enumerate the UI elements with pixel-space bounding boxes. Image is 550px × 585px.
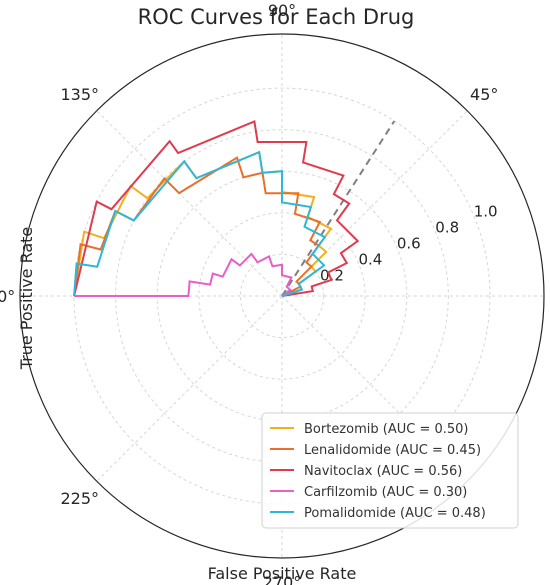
radial-tick-labels: 0.2 0.4 0.6 0.8 1.0	[320, 203, 498, 285]
angle-tick-label: 225°	[60, 489, 99, 508]
angle-tick-label: 45°	[470, 85, 498, 104]
legend-entry: Bortezomib (AUC = 0.50)	[304, 422, 468, 437]
legend-entry: Carfilzomib (AUC = 0.30)	[304, 485, 467, 500]
angle-tick-label: 270°	[263, 573, 302, 585]
legend: Bortezomib (AUC = 0.50) Lenalidomide (AUC…	[261, 412, 519, 529]
radial-tick-label: 0.4	[358, 250, 382, 268]
radial-tick-label: 1.0	[474, 203, 498, 221]
legend-entry: Pomalidomide (AUC = 0.48)	[304, 506, 486, 521]
roc-series	[73, 119, 360, 297]
chance-diagonal	[281, 120, 396, 297]
series-line	[74, 252, 293, 297]
angle-tick-label: 135°	[60, 85, 99, 104]
series-line	[73, 150, 327, 297]
legend-entry: Navitoclax (AUC = 0.56)	[304, 464, 462, 479]
series-line	[73, 150, 333, 297]
angular-grid-line	[96, 295, 283, 482]
y-axis-label: True Positive Rate	[17, 227, 36, 371]
angle-tick-label: 180°	[0, 287, 15, 306]
radial-tick-label: 0.2	[320, 266, 344, 284]
polar-frame	[19, 33, 545, 559]
x-axis-label: False Positive Rate	[208, 564, 357, 583]
angular-grid-line	[96, 110, 283, 297]
radial-tick-label: 0.8	[435, 219, 459, 237]
legend-entry: Lenalidomide (AUC = 0.45)	[304, 443, 481, 458]
legend-box	[261, 412, 519, 529]
chart-title: ROC Curves for Each Drug	[138, 5, 415, 29]
radial-tick-label: 0.6	[397, 234, 421, 252]
radial-grid-circle	[198, 212, 366, 380]
diagonal-line	[281, 120, 396, 297]
angle-tick-label: 90°	[268, 1, 296, 20]
radial-grid-circle	[239, 253, 325, 339]
series-line	[73, 119, 360, 297]
